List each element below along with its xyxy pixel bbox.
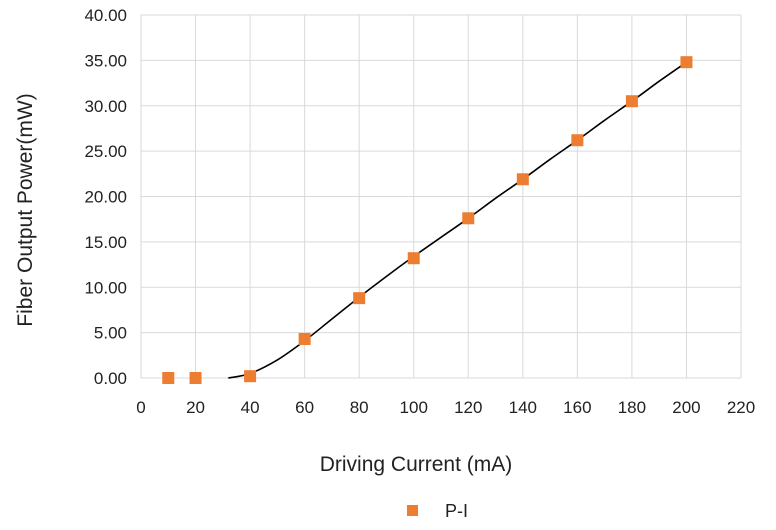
x-tick-label: 80 [350,398,369,417]
y-gridlines [141,14,741,379]
data-point [244,370,257,383]
y-tick-labels: 0.00 5.00 10.00 15.00 20.00 25.00 30.00 35.00 40… [84,6,127,388]
x-tick-label: 60 [295,398,314,417]
x-tick-label: 100 [400,398,428,417]
y-axis-title: Fiber Output Power(mW) [14,93,37,326]
x-tick-label: 0 [136,398,145,417]
y-tick-label: 5.00 [94,324,127,343]
x-tick-label: 20 [186,398,205,417]
data-point [571,134,584,147]
data-point [462,212,475,225]
y-tick-label: 10.00 [84,278,127,297]
y-tick-label: 25.00 [84,142,127,161]
data-point [189,372,202,384]
x-tick-label: 120 [454,398,482,417]
trendline [228,61,687,379]
x-tick-label: 200 [672,398,700,417]
data-point [516,173,529,186]
y-tick-label: 15.00 [84,233,127,252]
y-tick-label: 35.00 [84,51,127,70]
x-axis-title: Driving Current (mA) [320,453,513,476]
y-tick-label: 30.00 [84,97,127,116]
data-points [162,56,693,384]
data-point [680,56,693,69]
legend: P-I [407,501,468,521]
y-tick-label: 0.00 [94,369,127,388]
x-tick-label: 220 [727,398,755,417]
x-tick-labels: 0 20 40 60 80 100 120 140 160 180 200 220 [136,398,755,417]
x-tick-label: 160 [563,398,591,417]
data-point [407,252,420,265]
data-point [353,292,366,305]
x-tick-label: 180 [618,398,646,417]
data-point [162,372,175,384]
y-tick-label: 40.00 [84,6,127,25]
x-tick-label: 40 [241,398,260,417]
legend-marker [407,505,418,516]
y-tick-label: 20.00 [84,188,127,207]
data-point [298,332,311,345]
legend-label: P-I [445,501,468,521]
data-point [625,95,638,108]
x-tick-label: 140 [509,398,537,417]
